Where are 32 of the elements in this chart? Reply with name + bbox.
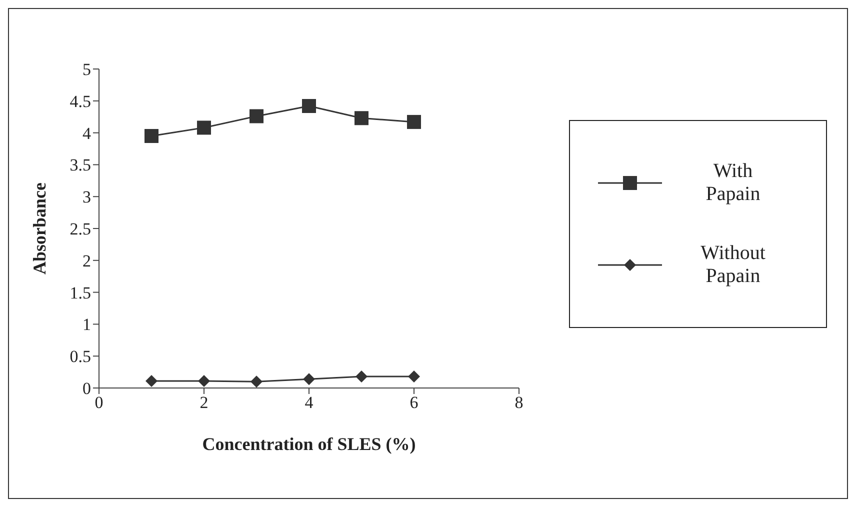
point <box>250 109 264 124</box>
x-tick-label: 2 <box>200 393 208 412</box>
y-tick-label: 2 <box>82 251 91 270</box>
y-tick-label: 5 <box>82 60 91 80</box>
x-tick-label: 4 <box>304 393 314 412</box>
point <box>198 374 210 387</box>
y-tick-label: 3 <box>82 188 91 207</box>
point <box>354 111 368 126</box>
x-tick-label: 6 <box>410 393 418 412</box>
point <box>408 370 420 383</box>
legend-label: Without Papain <box>700 242 766 288</box>
x-tick-label: 8 <box>514 393 524 412</box>
point <box>356 370 368 383</box>
y-axis-title: Absorbance <box>29 182 50 275</box>
y-tick-label: 1 <box>82 315 91 334</box>
point <box>302 99 316 114</box>
point <box>250 376 262 388</box>
y-tick-label: 3.5 <box>70 156 91 175</box>
x-tick-label: 0 <box>94 393 104 412</box>
point <box>407 114 421 129</box>
y-tick-label: 4.5 <box>70 92 91 111</box>
y-tick-label: 0.5 <box>70 347 91 366</box>
y-tick-label: 1.5 <box>70 283 91 302</box>
y-tick-label: 4 <box>82 124 92 143</box>
y-tick-label: 2.5 <box>70 220 91 239</box>
point <box>144 128 158 143</box>
x-axis-title: Concentration of SLES (%) <box>202 434 416 454</box>
y-tick-label: 0 <box>82 379 91 398</box>
legend-label: With Papain <box>704 160 762 206</box>
point <box>146 374 158 387</box>
point <box>303 373 315 386</box>
point <box>197 120 211 135</box>
